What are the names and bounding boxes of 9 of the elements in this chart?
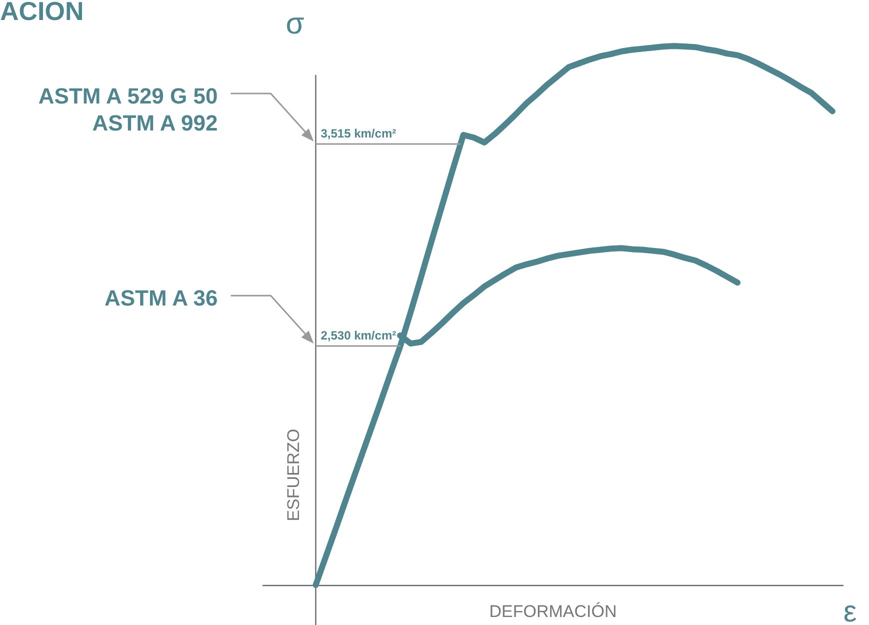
text: ACION <box>0 0 84 26</box>
ref-line-label: 2,530 km/cm² <box>320 328 396 343</box>
legend-label: 3,515 km/cm² <box>320 126 396 141</box>
y-axis-title: ESFUERZO <box>284 428 304 522</box>
text: σ <box>286 8 305 40</box>
text: ASTM A 529 G 50 ASTM A 992 <box>38 84 218 136</box>
text: ASTM A 36 <box>104 286 218 311</box>
x-axis-title: DEFORMACIÓN <box>489 602 617 621</box>
text: ε <box>843 596 857 625</box>
